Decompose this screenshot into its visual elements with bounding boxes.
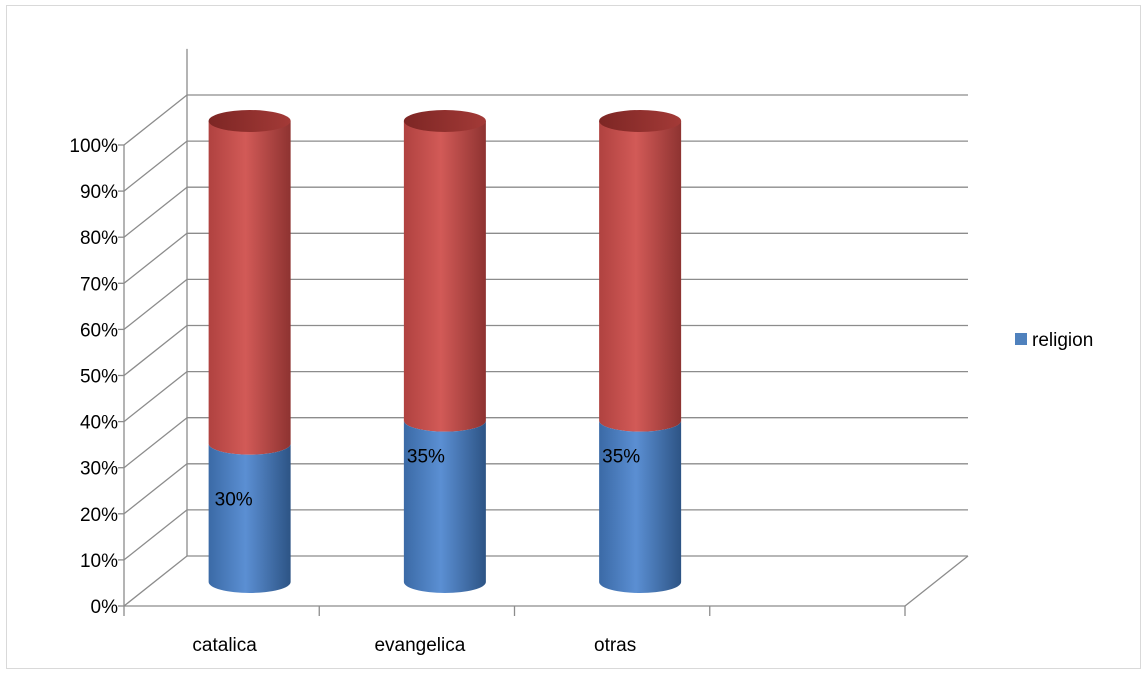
y-tick-label: 10% — [80, 551, 118, 572]
floor-edge — [904, 555, 969, 607]
x-tick-label-evangelica: evangelica — [374, 635, 465, 656]
gridline-side — [123, 509, 188, 561]
bar-top-catalica — [208, 110, 291, 132]
gridline-side — [123, 463, 188, 515]
y-tick-label: 30% — [80, 459, 118, 480]
y-tick-label: 0% — [91, 597, 119, 618]
gridline-side — [123, 140, 188, 192]
y-tick-label: 90% — [80, 182, 118, 203]
y-tick-label: 60% — [80, 320, 118, 341]
gridline-side — [123, 417, 188, 469]
bar-segment-evangelica-religion — [403, 420, 486, 593]
bar-segment-otras-religion — [599, 420, 682, 593]
bar-segment-otras-upper — [599, 121, 682, 432]
x-tick-label-catalica: catalica — [192, 635, 257, 656]
labels: 0% 10% 20% 30% 40% 50% 60% 70% 80% 90% 100% 30% cata… — [69, 136, 640, 656]
axes — [118, 144, 969, 616]
y-tick-label: 40% — [80, 413, 118, 434]
bars — [208, 110, 682, 593]
gridline-side — [123, 232, 188, 284]
gridline-side — [123, 94, 188, 146]
gridline-side — [123, 555, 188, 607]
gridline-side — [123, 186, 188, 238]
y-tick-label: 80% — [80, 228, 118, 249]
gridline-side — [123, 278, 188, 330]
bar-top-evangelica — [403, 110, 486, 132]
bar-segment-catalica-upper — [208, 121, 291, 455]
y-tick-label: 20% — [80, 505, 118, 526]
x-tick-label-otras: otras — [594, 635, 636, 656]
legend-label-religion: religion — [1032, 330, 1093, 351]
legend: religion — [1015, 330, 1093, 351]
data-label-otras: 35% — [602, 447, 640, 468]
y-tick-label: 100% — [69, 136, 118, 157]
bar-segment-catalica-religion — [208, 443, 291, 593]
bar-top-otras — [599, 110, 682, 132]
data-label-evangelica: 35% — [407, 447, 445, 468]
chart-frame — [6, 5, 1141, 669]
gridline-side — [123, 371, 188, 423]
legend-swatch-religion — [1015, 333, 1027, 345]
y-tick-label: 50% — [80, 367, 118, 388]
bar-segment-evangelica-upper — [403, 121, 486, 432]
gridlines — [123, 48, 968, 607]
gridline-side — [123, 324, 188, 377]
y-tick-label: 70% — [80, 274, 118, 295]
data-label-catalica: 30% — [215, 490, 253, 511]
